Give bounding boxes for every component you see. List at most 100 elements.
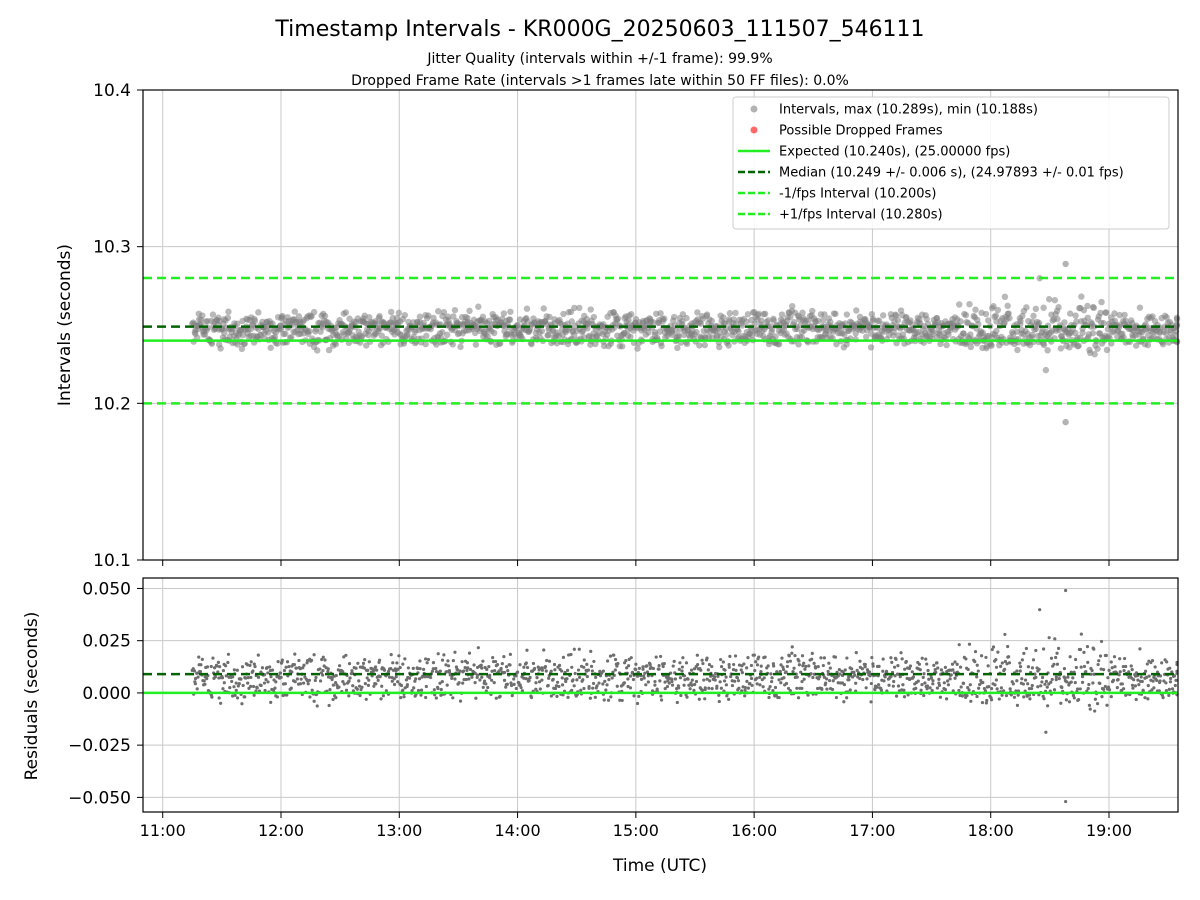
- residual-point: [1026, 665, 1031, 669]
- residual-point: [707, 686, 711, 690]
- residual-point: [312, 699, 316, 703]
- residual-point: [1040, 675, 1045, 680]
- interval-point: [443, 331, 451, 339]
- residual-point: [399, 683, 404, 688]
- residual-point: [554, 684, 559, 688]
- residual-point: [233, 693, 237, 697]
- residual-point: [1072, 696, 1076, 700]
- residual-point: [221, 668, 226, 673]
- interval-point: [449, 341, 456, 348]
- residual-point: [917, 662, 922, 666]
- residual-point: [434, 666, 438, 671]
- interval-point: [472, 341, 480, 348]
- legend-marker-intervals: [750, 105, 758, 113]
- residual-point: [991, 645, 996, 649]
- residual-point: [310, 688, 314, 692]
- residual-point: [509, 681, 513, 685]
- residual-point: [1044, 679, 1048, 683]
- residual-point: [871, 664, 875, 668]
- residual-point: [510, 694, 514, 698]
- residual-point: [637, 666, 641, 670]
- residual-point: [790, 645, 794, 649]
- residual-point: [801, 664, 805, 668]
- interval-point: [1023, 304, 1030, 311]
- residual-point: [1153, 665, 1157, 669]
- residual-point: [809, 672, 813, 676]
- residual-point: [719, 686, 723, 690]
- interval-point: [842, 320, 849, 327]
- interval-point: [956, 301, 963, 308]
- residual-point: [252, 662, 256, 666]
- residual-point: [395, 661, 399, 665]
- residual-point: [899, 651, 903, 655]
- residual-point: [825, 687, 829, 691]
- interval-point: [815, 317, 822, 325]
- x-tick-label: 13:00: [376, 821, 422, 840]
- residual-point: [779, 663, 783, 667]
- residual-point: [313, 678, 317, 683]
- residual-point: [467, 651, 472, 655]
- residual-point: [692, 688, 696, 692]
- residual-point: [881, 657, 885, 661]
- residual-point: [688, 687, 692, 691]
- interval-point: [962, 311, 970, 319]
- residual-point: [375, 668, 379, 672]
- residual-point: [728, 654, 732, 658]
- residual-point: [512, 677, 516, 681]
- interval-point: [833, 340, 840, 348]
- interval-point: [306, 328, 313, 335]
- bottom-y-tick-label: −0.050: [68, 788, 131, 808]
- residual-point: [643, 671, 647, 675]
- residual-point: [470, 675, 474, 679]
- residual-point: [920, 682, 924, 687]
- residual-point: [1062, 667, 1067, 671]
- residual-point: [1078, 687, 1082, 691]
- residual-point: [700, 688, 705, 693]
- residual-point: [553, 668, 557, 672]
- residual-point: [607, 678, 611, 682]
- residual-point: [540, 678, 544, 682]
- residual-point: [447, 670, 452, 674]
- residual-point: [626, 684, 630, 689]
- interval-point: [523, 305, 531, 312]
- residual-point: [754, 660, 758, 664]
- residual-point: [1103, 684, 1107, 689]
- residual-point: [1167, 687, 1171, 691]
- residual-point: [670, 677, 674, 681]
- residual-point: [908, 664, 913, 668]
- residual-point: [938, 695, 943, 699]
- interval-point: [821, 311, 828, 318]
- interval-point: [1040, 304, 1047, 311]
- interval-point: [234, 320, 241, 327]
- residual-point: [360, 685, 364, 689]
- residual-point: [654, 655, 658, 659]
- residual-point: [362, 666, 367, 670]
- residual-point: [887, 683, 891, 687]
- residual-point: [1164, 681, 1168, 685]
- residual-point: [350, 669, 354, 673]
- residual-point: [818, 675, 822, 679]
- bottom-points: [190, 588, 1179, 804]
- interval-point: [1017, 317, 1024, 325]
- residual-point: [800, 654, 805, 658]
- residual-point: [918, 668, 922, 672]
- interval-point: [282, 330, 289, 338]
- residual-point: [975, 663, 979, 667]
- residual-point: [200, 657, 204, 661]
- residual-point: [695, 653, 699, 657]
- residual-point: [806, 693, 810, 697]
- residual-point: [1071, 676, 1075, 680]
- residual-point: [323, 658, 327, 662]
- residual-point: [1080, 680, 1085, 684]
- residual-point: [1002, 667, 1007, 671]
- interval-point: [628, 311, 635, 318]
- residual-point: [543, 665, 548, 669]
- residual-point: [595, 684, 599, 688]
- residual-point: [697, 697, 701, 701]
- residual-point: [231, 694, 235, 698]
- residual-point: [678, 661, 682, 665]
- residual-point: [606, 659, 610, 663]
- interval-point: [1030, 312, 1037, 320]
- interval-point: [799, 309, 806, 316]
- residual-point: [488, 673, 492, 677]
